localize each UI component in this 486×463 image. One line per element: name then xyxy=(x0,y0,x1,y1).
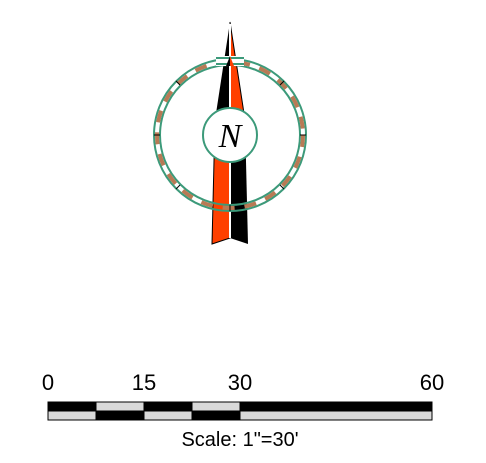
scale-tick-labels: 0 15 30 60 xyxy=(42,370,444,395)
scale-segment xyxy=(191,401,241,412)
scale-segment xyxy=(239,410,433,421)
scale-segment xyxy=(191,410,241,421)
compass-north-arrow-icon: N xyxy=(153,21,307,245)
scale-segments xyxy=(47,401,433,421)
scale-tick-label: 15 xyxy=(132,370,156,395)
scale-segment xyxy=(47,410,97,421)
scale-segment xyxy=(47,401,97,412)
scale-tick-label: 60 xyxy=(420,370,444,395)
scale-segment xyxy=(143,401,193,412)
needle-upper-left xyxy=(215,22,230,120)
scale-caption: Scale: 1"=30' xyxy=(181,429,298,451)
north-badge xyxy=(202,107,258,163)
scale-segment xyxy=(239,401,433,412)
scale-segment xyxy=(95,401,145,412)
scale-tick-label: 0 xyxy=(42,370,54,395)
scale-segment xyxy=(143,410,193,421)
scale-segment xyxy=(95,410,145,421)
scale-tick-label: 30 xyxy=(228,370,252,395)
north-letter: N xyxy=(218,118,244,155)
